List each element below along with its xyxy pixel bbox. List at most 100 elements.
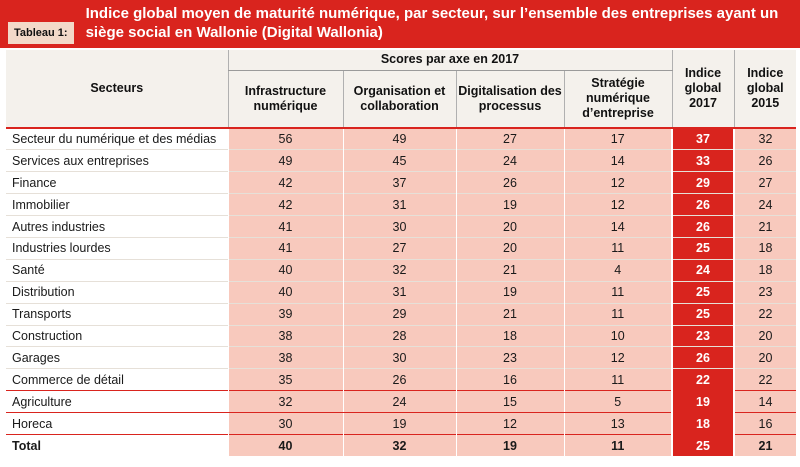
- maturity-table: Secteurs Scores par axe en 2017 Indice g…: [6, 50, 796, 457]
- sector-name: Immobilier: [6, 193, 228, 216]
- table-row: Services aux entreprises 49 45 24 14 33 …: [6, 149, 796, 172]
- indice-2017: 37: [671, 127, 734, 150]
- indice-2017: 33: [671, 149, 734, 172]
- score-infrastructure: 32: [227, 390, 343, 414]
- score-digitalisation: 21: [455, 259, 564, 282]
- total-organisation: 32: [342, 433, 456, 457]
- score-organisation: 27: [342, 237, 456, 260]
- indice-2015: 20: [733, 346, 796, 369]
- score-infrastructure: 49: [227, 149, 343, 172]
- score-infrastructure: 40: [227, 281, 343, 304]
- score-organisation: 30: [342, 346, 456, 369]
- table-row: Immobilier 42 31 19 12 26 24: [6, 193, 796, 216]
- score-strategie: 12: [563, 171, 672, 194]
- score-organisation: 19: [342, 412, 456, 435]
- score-organisation: 24: [342, 390, 456, 414]
- indice-2017: 26: [671, 215, 734, 238]
- score-digitalisation: 21: [455, 303, 564, 326]
- score-organisation: 49: [342, 127, 456, 150]
- score-strategie: 14: [563, 215, 672, 238]
- score-digitalisation: 27: [455, 127, 564, 150]
- total-digitalisation: 19: [455, 433, 564, 457]
- score-strategie: 14: [563, 149, 672, 172]
- sector-name: Agriculture: [6, 390, 228, 414]
- score-strategie: 11: [563, 237, 672, 260]
- score-infrastructure: 39: [227, 303, 343, 326]
- total-indice-2017: 25: [671, 433, 734, 457]
- score-infrastructure: 30: [227, 412, 343, 435]
- score-strategie: 12: [563, 193, 672, 216]
- indice-2017: 25: [671, 281, 734, 304]
- header-infrastructure: Infrastructure numérique: [227, 70, 343, 128]
- score-digitalisation: 20: [455, 215, 564, 238]
- sector-name: Construction: [6, 325, 228, 347]
- indice-2017: 19: [671, 390, 734, 414]
- table-row: Santé 40 32 21 4 24 18: [6, 259, 796, 282]
- sector-name: Garages: [6, 346, 228, 369]
- score-organisation: 37: [342, 171, 456, 194]
- score-digitalisation: 24: [455, 149, 564, 172]
- score-organisation: 29: [342, 303, 456, 326]
- indice-2017: 22: [671, 368, 734, 391]
- score-infrastructure: 42: [227, 193, 343, 216]
- score-infrastructure: 56: [227, 127, 343, 150]
- sector-name: Transports: [6, 303, 228, 326]
- indice-2015: 22: [733, 303, 796, 326]
- indice-2015: 21: [733, 215, 796, 238]
- score-strategie: 5: [563, 390, 672, 414]
- score-organisation: 28: [342, 325, 456, 347]
- indice-2015: 16: [733, 412, 796, 435]
- score-organisation: 45: [342, 149, 456, 172]
- sector-name: Commerce de détail: [6, 368, 228, 391]
- score-strategie: 4: [563, 259, 672, 282]
- table-row: Industries lourdes 41 27 20 11 25 18: [6, 237, 796, 260]
- header-indice-2017: Indice global 2017: [671, 50, 734, 128]
- total-label: Total: [6, 433, 228, 457]
- table-row: Construction 38 28 18 10 23 20: [6, 325, 796, 347]
- score-infrastructure: 38: [227, 346, 343, 369]
- indice-2017: 25: [671, 237, 734, 260]
- sector-name: Horeca: [6, 412, 228, 435]
- score-digitalisation: 18: [455, 325, 564, 347]
- score-strategie: 17: [563, 127, 672, 150]
- total-strategie: 11: [563, 433, 672, 457]
- total-infrastructure: 40: [227, 433, 343, 457]
- header-digitalisation: Digitalisation des processus: [455, 70, 564, 128]
- indice-2017: 18: [671, 412, 734, 435]
- score-digitalisation: 12: [455, 412, 564, 435]
- table-row: Garages 38 30 23 12 26 20: [6, 346, 796, 369]
- score-infrastructure: 41: [227, 237, 343, 260]
- table-row: Horeca 30 19 12 13 18 16: [6, 412, 796, 435]
- table-row: Finance 42 37 26 12 29 27: [6, 171, 796, 194]
- score-strategie: 11: [563, 281, 672, 304]
- indice-2015: 22: [733, 368, 796, 391]
- sector-name: Secteur du numérique et des médias: [6, 127, 228, 150]
- indice-2015: 20: [733, 325, 796, 347]
- score-organisation: 31: [342, 193, 456, 216]
- sector-name: Industries lourdes: [6, 237, 228, 260]
- indice-2015: 32: [733, 127, 796, 150]
- indice-2015: 18: [733, 259, 796, 282]
- score-digitalisation: 16: [455, 368, 564, 391]
- table-title-bar: Tableau 1: Indice global moyen de maturi…: [0, 0, 800, 48]
- score-digitalisation: 26: [455, 171, 564, 194]
- table-body: Secteur du numérique et des médias 56 49…: [6, 127, 796, 457]
- indice-2015: 26: [733, 149, 796, 172]
- score-digitalisation: 23: [455, 346, 564, 369]
- score-infrastructure: 40: [227, 259, 343, 282]
- header-organisation: Organisation et collaboration: [342, 70, 456, 128]
- indice-2015: 18: [733, 237, 796, 260]
- table-row: Autres industries 41 30 20 14 26 21: [6, 215, 796, 238]
- score-infrastructure: 42: [227, 171, 343, 194]
- table-number-tag: Tableau 1:: [8, 22, 74, 44]
- score-digitalisation: 20: [455, 237, 564, 260]
- score-organisation: 31: [342, 281, 456, 304]
- sector-name: Santé: [6, 259, 228, 282]
- score-organisation: 26: [342, 368, 456, 391]
- indice-2015: 27: [733, 171, 796, 194]
- header-indice-2015: Indice global 2015: [733, 50, 796, 128]
- indice-2015: 14: [733, 390, 796, 414]
- score-strategie: 13: [563, 412, 672, 435]
- sector-name: Services aux entreprises: [6, 149, 228, 172]
- score-digitalisation: 19: [455, 193, 564, 216]
